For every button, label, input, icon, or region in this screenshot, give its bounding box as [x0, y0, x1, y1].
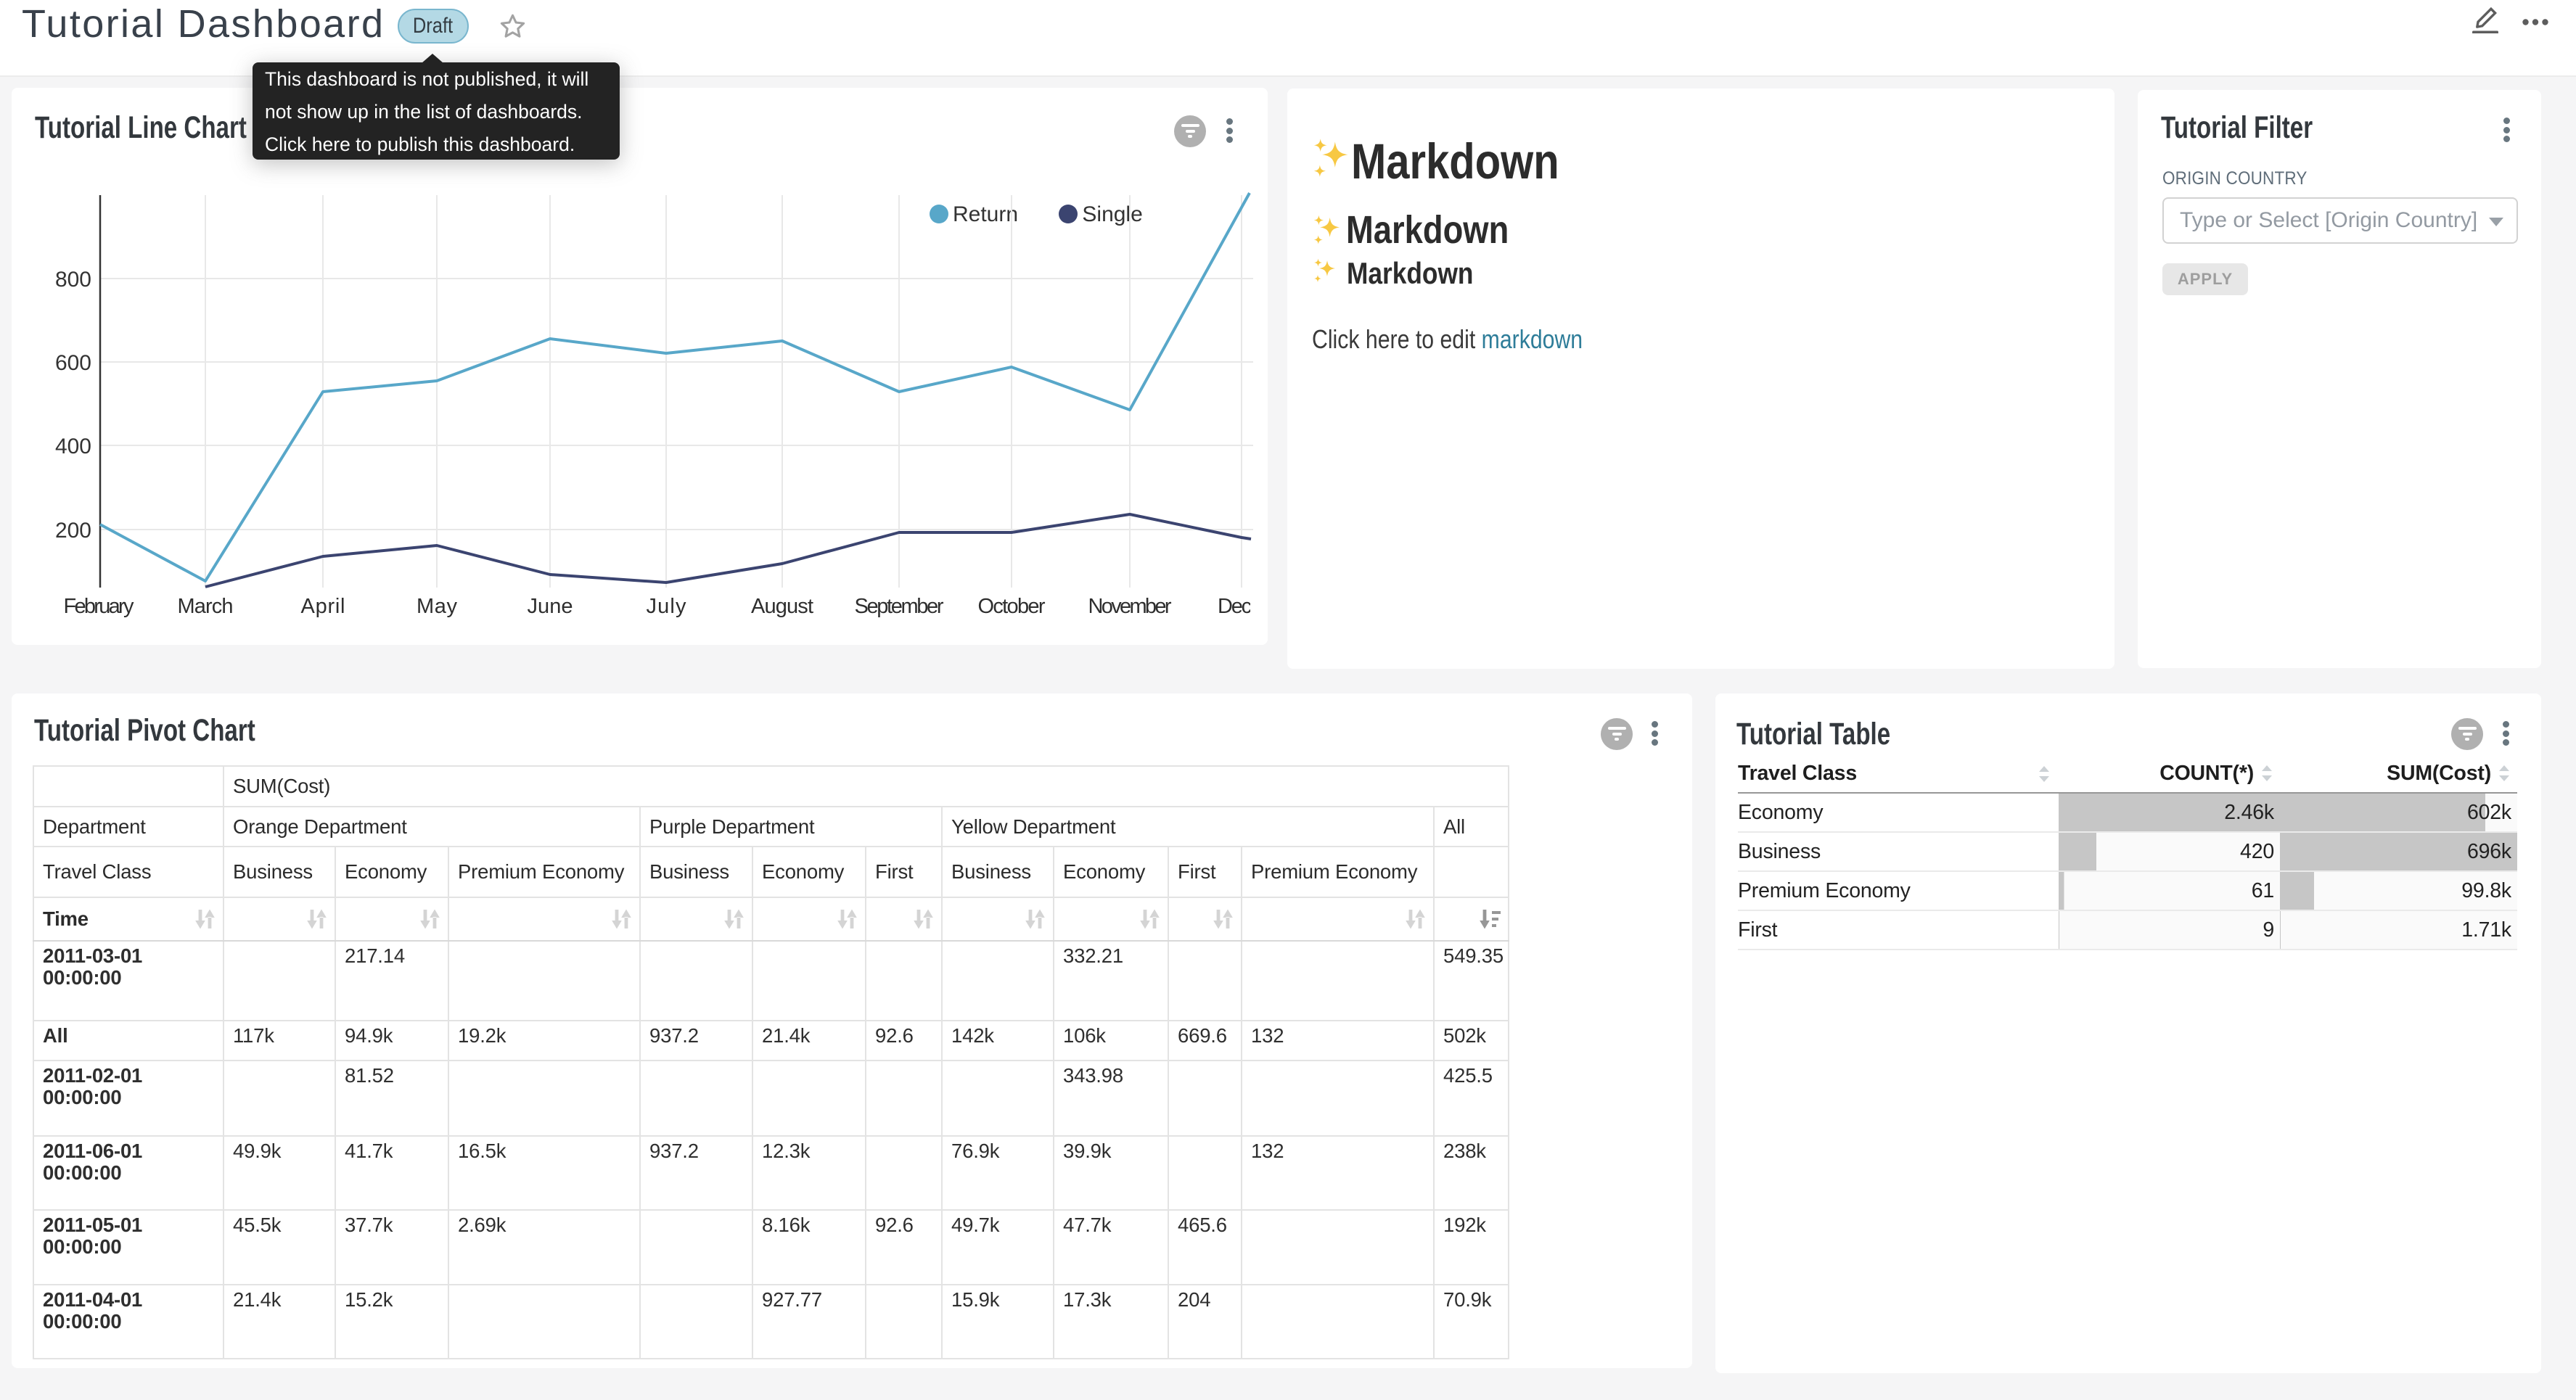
svg-text:800: 800	[55, 268, 91, 292]
svg-text:December: December	[1218, 595, 1268, 618]
svg-text:October: October	[978, 595, 1046, 618]
svg-text:May: May	[417, 595, 458, 618]
svg-text:September: September	[855, 595, 944, 618]
svg-text:400: 400	[55, 435, 91, 458]
svg-text:November: November	[1088, 595, 1172, 618]
svg-text:July: July	[647, 595, 687, 618]
svg-text:April: April	[301, 595, 345, 618]
svg-text:June: June	[528, 595, 573, 618]
svg-text:August: August	[751, 595, 813, 618]
svg-text:March: March	[178, 595, 234, 618]
svg-text:February: February	[64, 595, 135, 618]
svg-text:200: 200	[55, 519, 91, 543]
svg-text:600: 600	[55, 351, 91, 375]
